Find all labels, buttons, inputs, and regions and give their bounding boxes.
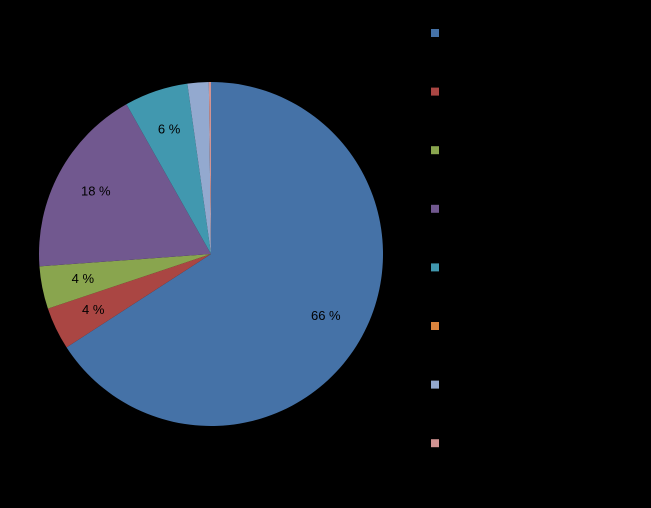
value-label: 4 %	[82, 302, 105, 317]
legend-swatch	[431, 322, 439, 330]
legend-swatch	[431, 263, 439, 272]
legend-swatch	[431, 204, 439, 213]
value-label: 18 %	[81, 184, 111, 199]
pie-slice	[39, 254, 211, 309]
legend-swatch	[431, 29, 439, 37]
pie-slice	[47, 254, 212, 348]
pie-slice	[39, 104, 211, 267]
pie-slice	[187, 82, 211, 255]
pie-slice	[208, 82, 211, 254]
pie-slice	[126, 83, 211, 255]
legend-swatch	[431, 380, 439, 389]
legend-swatch	[431, 439, 439, 448]
legend-swatch	[431, 146, 439, 155]
pie-slice	[66, 82, 384, 426]
value-label: 6 %	[158, 122, 181, 137]
value-label: 66 %	[311, 308, 341, 323]
value-label: 4 %	[72, 271, 95, 286]
legend-swatch	[431, 87, 439, 96]
